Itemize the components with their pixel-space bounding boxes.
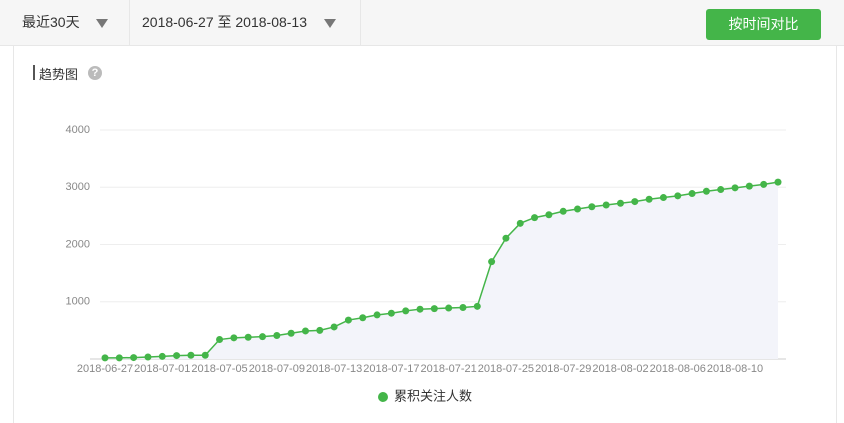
x-tick-label: 2018-07-17 bbox=[363, 363, 419, 375]
point bbox=[659, 194, 667, 202]
range-select[interactable]: 最近30天 bbox=[0, 0, 130, 45]
date-range-select[interactable]: 2018-06-27 至 2018-08-13 bbox=[129, 0, 361, 45]
point bbox=[473, 302, 481, 310]
point bbox=[273, 332, 281, 340]
point bbox=[301, 327, 309, 335]
x-tick-label: 2018-06-27 bbox=[77, 363, 133, 375]
point bbox=[745, 182, 753, 190]
point bbox=[717, 186, 725, 194]
point bbox=[259, 333, 267, 341]
legend-marker bbox=[378, 392, 388, 402]
point bbox=[602, 201, 610, 209]
point bbox=[359, 314, 367, 322]
x-tick-label: 2018-07-29 bbox=[535, 363, 591, 375]
point bbox=[731, 184, 739, 192]
point bbox=[330, 323, 338, 331]
point bbox=[702, 187, 710, 195]
y-tick-label: 1000 bbox=[66, 296, 90, 308]
point bbox=[144, 353, 152, 361]
point bbox=[430, 305, 438, 313]
point bbox=[516, 219, 524, 227]
point bbox=[588, 203, 596, 211]
point bbox=[402, 307, 410, 315]
point bbox=[545, 211, 553, 219]
point bbox=[287, 329, 295, 337]
x-tick-label: 2018-08-10 bbox=[707, 363, 763, 375]
point bbox=[502, 234, 510, 242]
x-tick-label: 2018-07-21 bbox=[421, 363, 477, 375]
point bbox=[230, 334, 238, 342]
dropdown-arrow bbox=[324, 19, 336, 28]
point bbox=[760, 180, 768, 188]
compare-button[interactable]: 按时间对比 bbox=[706, 9, 821, 40]
y-tick-label: 3000 bbox=[66, 181, 90, 193]
legend-label: 累积关注人数 bbox=[394, 388, 472, 403]
x-tick-label: 2018-07-05 bbox=[191, 363, 247, 375]
point bbox=[645, 195, 653, 203]
y-tick-label: 4000 bbox=[66, 124, 90, 136]
y-tick-label: 2000 bbox=[66, 238, 90, 250]
x-tick-label: 2018-07-01 bbox=[134, 363, 190, 375]
point bbox=[774, 178, 782, 186]
toolbar: 最近30天 2018-06-27 至 2018-08-13 按时间对比 bbox=[0, 0, 844, 46]
point bbox=[244, 333, 252, 341]
point bbox=[616, 199, 624, 207]
dropdown-arrow bbox=[96, 19, 108, 28]
chart-panel bbox=[13, 45, 837, 423]
point bbox=[559, 207, 567, 215]
x-tick-label: 2018-07-09 bbox=[249, 363, 305, 375]
point bbox=[459, 303, 467, 311]
point bbox=[688, 190, 696, 198]
point bbox=[574, 205, 582, 213]
x-tick-label: 2018-08-06 bbox=[650, 363, 706, 375]
panel-title: 趋势图 bbox=[39, 67, 79, 82]
range-select-text: 最近30天 bbox=[22, 14, 80, 30]
point bbox=[158, 352, 166, 360]
point bbox=[344, 316, 352, 324]
date-range-text: 2018-06-27 至 2018-08-13 bbox=[142, 14, 308, 30]
point bbox=[631, 198, 639, 206]
x-tick-label: 2018-07-25 bbox=[478, 363, 534, 375]
point bbox=[531, 214, 539, 222]
point bbox=[130, 354, 138, 362]
help-icon[interactable]: ? bbox=[88, 66, 102, 80]
point bbox=[373, 311, 381, 319]
point bbox=[316, 326, 324, 334]
point bbox=[173, 352, 181, 360]
area bbox=[105, 182, 778, 359]
x-tick-label: 2018-07-13 bbox=[306, 363, 362, 375]
point bbox=[216, 336, 224, 344]
x-tick-label: 2018-08-02 bbox=[592, 363, 648, 375]
point bbox=[416, 305, 424, 313]
point bbox=[445, 304, 453, 312]
point bbox=[187, 351, 195, 359]
point bbox=[488, 258, 496, 266]
title-bar bbox=[33, 65, 35, 80]
point bbox=[201, 351, 209, 359]
point bbox=[115, 354, 123, 362]
point bbox=[101, 354, 109, 362]
point bbox=[674, 192, 682, 200]
point bbox=[387, 309, 395, 317]
